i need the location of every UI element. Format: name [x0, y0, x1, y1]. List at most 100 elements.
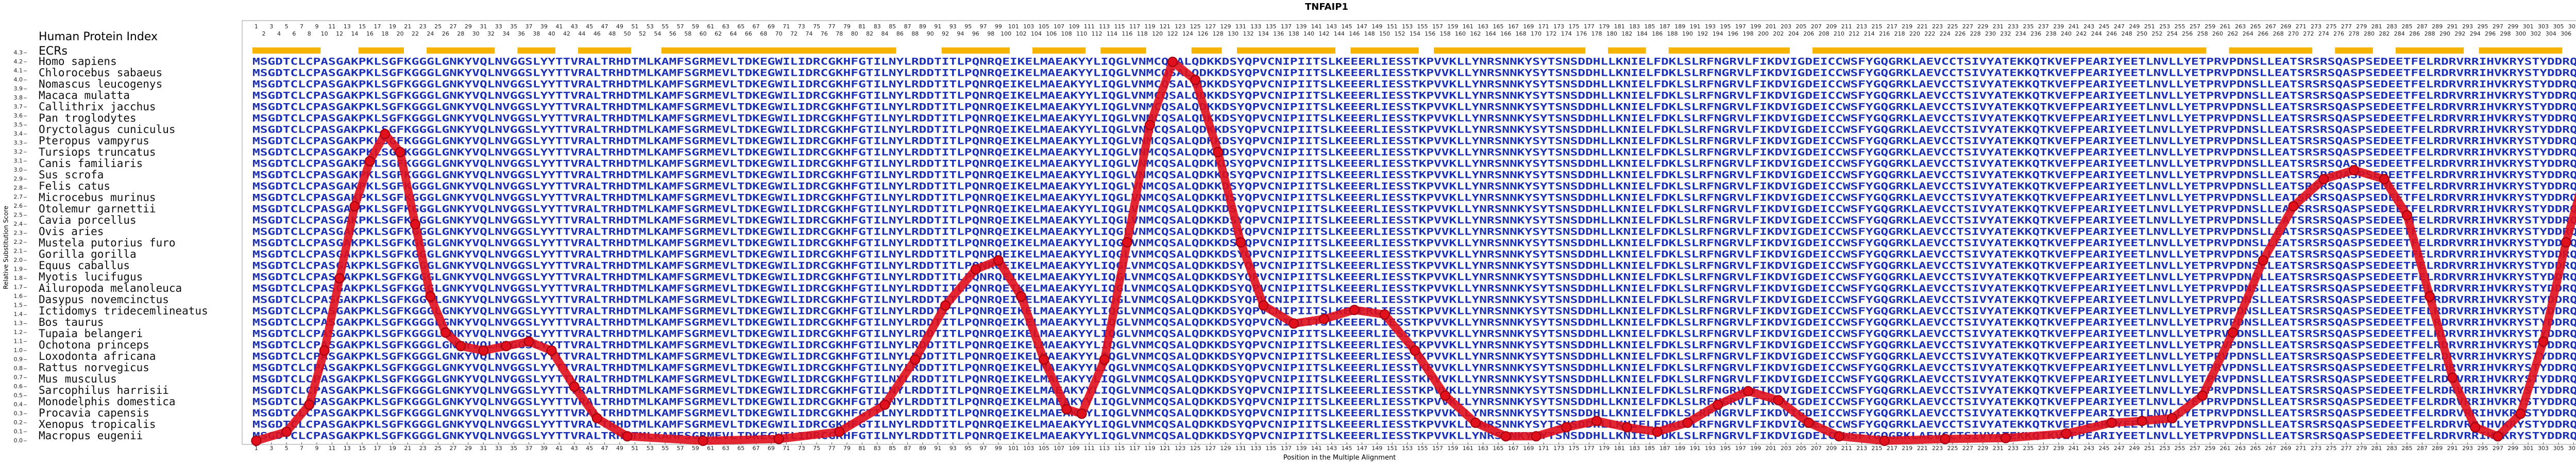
index-number: 284 [2394, 30, 2405, 37]
score-point [2470, 422, 2481, 433]
index-number: 97 [979, 23, 987, 30]
index-number: 140 [1303, 30, 1314, 37]
ecr-bar [1350, 47, 1419, 54]
score-point [1289, 318, 1299, 329]
index-number: 102 [1015, 30, 1026, 37]
x-tick-label: 65 [737, 445, 744, 452]
index-number: 258 [2197, 30, 2208, 37]
x-tick-label: 145 [1342, 445, 1352, 452]
index-number: 113 [1099, 23, 1110, 30]
index-number: 184 [1637, 30, 1648, 37]
index-number: 177 [1584, 23, 1595, 30]
score-point [364, 156, 375, 167]
index-number: 189 [1674, 23, 1685, 30]
score-point [1803, 418, 1814, 428]
score-point [910, 354, 921, 365]
y-tick-label: 3.2 [14, 148, 23, 155]
index-number: 111 [1084, 23, 1095, 30]
x-tick-label: 45 [586, 445, 593, 452]
species-name: Mus musculus [39, 373, 117, 385]
index-number: 300 [2515, 30, 2526, 37]
x-tick-label: 9 [315, 445, 318, 452]
index-number: 198 [1743, 30, 1754, 37]
species-name: Sarcophilus harrisii [39, 384, 169, 396]
index-number: 15 [359, 23, 366, 30]
index-number: 166 [1500, 30, 1511, 37]
index-number: 282 [2379, 30, 2389, 37]
species-name: Equus caballus [39, 259, 130, 272]
index-number: 188 [1667, 30, 1678, 37]
index-number: 121 [1160, 23, 1171, 30]
x-tick-label: 11 [328, 445, 335, 452]
x-tick-label: 257 [2190, 445, 2200, 452]
x-tick-label: 41 [555, 445, 563, 452]
index-number: 280 [2364, 30, 2375, 37]
x-tick-label: 113 [1099, 445, 1110, 452]
index-number: 222 [1924, 30, 1935, 37]
index-number: 139 [1296, 23, 1307, 30]
x-tick-label: 203 [1781, 445, 1791, 452]
index-number: 169 [1523, 23, 1534, 30]
x-tick-label: 265 [2250, 445, 2261, 452]
index-number: 236 [2030, 30, 2041, 37]
index-number: 9 [315, 23, 318, 30]
index-number: 157 [1432, 23, 1443, 30]
x-tick-label: 23 [419, 445, 427, 452]
score-point [2493, 431, 2503, 442]
species-name: Gorilla gorilla [39, 248, 137, 260]
x-tick-label: 243 [2083, 445, 2094, 452]
index-number: 133 [1250, 23, 1261, 30]
index-number: 187 [1659, 23, 1670, 30]
ecr-bar [517, 47, 555, 54]
ecr-bar [427, 47, 495, 54]
index-number: 98 [987, 30, 994, 37]
index-number: 107 [1054, 23, 1064, 30]
index-number: 291 [2447, 23, 2458, 30]
index-number: 237 [2038, 23, 2049, 30]
index-number: 141 [1311, 23, 1322, 30]
index-number: 197 [1735, 23, 1746, 30]
index-number: 88 [911, 30, 919, 37]
score-point [478, 345, 489, 356]
score-point [546, 345, 557, 356]
index-number: 128 [1213, 30, 1224, 37]
sequence: MSGDTCLCPASGAKPKLSGFKGGGLGNKYVQLNVGGSLYY… [252, 419, 2576, 430]
index-number: 38 [533, 30, 540, 37]
index-number: 216 [1879, 30, 1890, 37]
index-number: 47 [601, 23, 608, 30]
x-tick-label: 27 [450, 445, 457, 452]
index-number: 25 [434, 23, 442, 30]
index-number: 179 [1599, 23, 1609, 30]
index-number: 153 [1402, 23, 1413, 30]
index-number: 240 [2061, 30, 2072, 37]
x-tick-label: 25 [434, 445, 442, 452]
sequence: MSGDTCLCPASGAKPKLSGFKGGGLGNKYVQLNVGGSLYY… [252, 283, 2576, 294]
index-number: 232 [2000, 30, 2011, 37]
x-tick-label: 149 [1371, 445, 1382, 452]
y-tick-label: 4.2 [14, 58, 23, 65]
index-number: 143 [1326, 23, 1337, 30]
index-number: 275 [2326, 23, 2336, 30]
score-point [1213, 147, 1224, 157]
x-tick-label: 211 [1841, 445, 1852, 452]
index-number: 37 [526, 23, 533, 30]
sequence: MSGDTCLCPASGAKPKLSGFKGGGLGNKYVQLNVGGSLYY… [252, 317, 2576, 328]
sequence: MSGDTCLCPASGAKPKLSGFKGGGLGNKYVQLNVGGSLYY… [252, 272, 2576, 283]
index-number: 194 [1713, 30, 1723, 37]
index-number: 18 [381, 30, 388, 37]
score-point [2106, 418, 2117, 428]
index-number: 231 [1993, 23, 2004, 30]
x-tick-label: 191 [1690, 445, 1701, 452]
x-tick-label: 201 [1766, 445, 1776, 452]
score-point [2349, 165, 2360, 175]
score-point [2258, 255, 2268, 266]
x-tick-label: 157 [1432, 445, 1443, 452]
score-point [569, 382, 580, 392]
plot-frame [242, 20, 2576, 445]
x-tick-label: 205 [1796, 445, 1807, 452]
ecr-bar [1812, 47, 2207, 54]
ecr-bar [252, 47, 321, 54]
score-point [1531, 431, 1541, 442]
x-tick-label: 181 [1614, 445, 1625, 452]
x-tick-label: 101 [1008, 445, 1019, 452]
